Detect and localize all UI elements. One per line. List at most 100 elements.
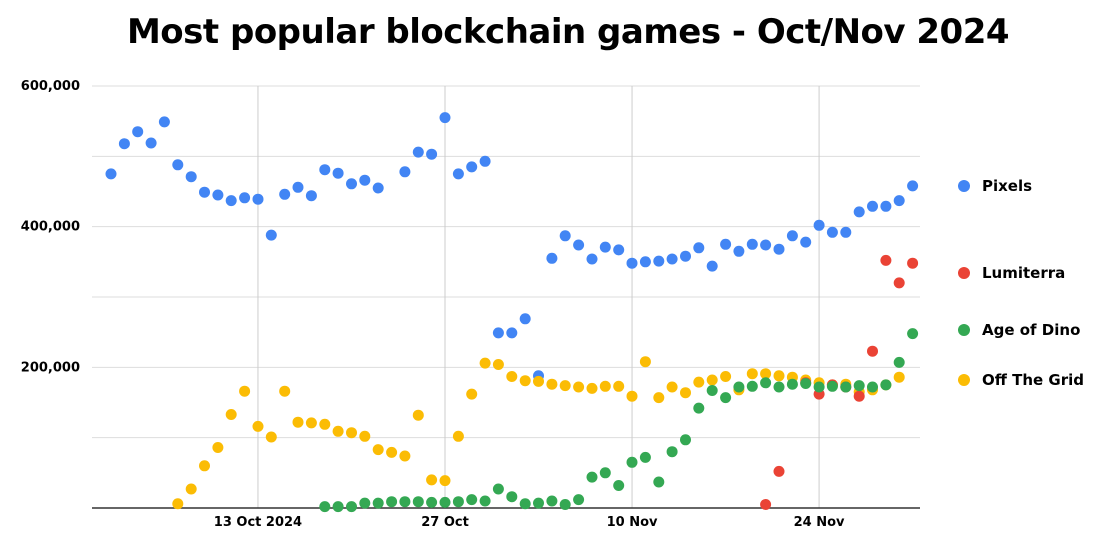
legend-item-lumiterra[interactable]: Lumiterra xyxy=(958,264,1065,282)
data-point-age-of-dino xyxy=(746,380,758,392)
data-point-off-the-grid xyxy=(279,385,291,397)
data-point-pixels xyxy=(786,230,798,242)
data-point-lumiterra xyxy=(760,499,772,510)
data-point-pixels xyxy=(800,236,812,248)
data-point-off-the-grid xyxy=(706,374,718,386)
data-point-off-the-grid xyxy=(693,376,705,388)
data-point-age-of-dino xyxy=(599,467,611,479)
data-point-pixels xyxy=(666,253,678,265)
data-point-pixels xyxy=(426,148,438,160)
legend-item-off-the-grid[interactable]: Off The Grid xyxy=(958,371,1084,389)
legend-label: Age of Dino xyxy=(982,321,1080,339)
data-point-off-the-grid xyxy=(546,378,558,390)
data-point-age-of-dino xyxy=(760,377,772,389)
data-point-off-the-grid xyxy=(760,368,772,380)
data-point-age-of-dino xyxy=(346,501,357,513)
data-point-age-of-dino xyxy=(666,446,678,458)
data-point-pixels xyxy=(706,260,718,272)
x-tick-label: 27 Oct xyxy=(421,515,469,530)
data-point-off-the-grid xyxy=(426,474,438,486)
data-point-pixels xyxy=(586,253,598,265)
data-point-off-the-grid xyxy=(639,356,651,368)
data-point-off-the-grid xyxy=(452,430,464,442)
data-point-age-of-dino xyxy=(826,380,838,392)
data-point-off-the-grid xyxy=(599,380,611,392)
data-point-pixels xyxy=(372,182,384,194)
data-point-off-the-grid xyxy=(225,409,237,420)
data-point-pixels xyxy=(519,313,531,325)
data-point-age-of-dino xyxy=(319,501,331,513)
y-tick-label: 600,000 xyxy=(21,79,80,94)
data-point-off-the-grid xyxy=(492,359,504,370)
data-point-age-of-dino xyxy=(613,480,625,491)
legend-dot-icon xyxy=(958,324,970,336)
legend-dot-icon xyxy=(958,180,970,192)
data-point-age-of-dino xyxy=(372,497,384,509)
data-point-off-the-grid xyxy=(613,380,625,392)
data-point-pixels xyxy=(185,171,197,183)
data-point-age-of-dino xyxy=(533,497,544,509)
data-point-pixels xyxy=(867,200,878,212)
data-point-pixels xyxy=(252,193,264,205)
data-point-pixels xyxy=(118,138,130,150)
data-point-pixels xyxy=(305,190,317,202)
data-point-off-the-grid xyxy=(893,371,905,383)
data-point-pixels xyxy=(346,178,357,190)
data-point-age-of-dino xyxy=(786,378,798,390)
data-point-age-of-dino xyxy=(907,328,919,340)
data-point-pixels xyxy=(145,137,157,149)
data-point-off-the-grid xyxy=(466,388,478,400)
data-point-off-the-grid xyxy=(626,390,638,402)
data-point-off-the-grid xyxy=(185,483,197,495)
data-point-off-the-grid xyxy=(666,381,678,393)
data-point-age-of-dino xyxy=(639,451,651,463)
legend-item-pixels[interactable]: Pixels xyxy=(958,177,1032,195)
data-point-pixels xyxy=(893,195,905,207)
y-axis-ticks: 600,000 400,000 200,000 xyxy=(21,79,80,375)
chart-title: Most popular blockchain games - Oct/Nov … xyxy=(126,12,1010,52)
data-point-age-of-dino xyxy=(773,381,785,393)
data-point-pixels xyxy=(840,226,852,238)
data-point-pixels xyxy=(907,180,919,192)
data-point-pixels xyxy=(132,126,144,138)
data-point-age-of-dino xyxy=(893,356,905,368)
data-point-pixels xyxy=(653,255,665,267)
data-point-off-the-grid xyxy=(479,357,491,369)
data-point-off-the-grid xyxy=(252,420,264,432)
data-point-off-the-grid xyxy=(653,392,665,404)
x-tick-label: 24 Nov xyxy=(794,515,845,530)
data-point-off-the-grid xyxy=(359,430,371,442)
data-point-pixels xyxy=(720,238,732,250)
legend-item-age-of-dino[interactable]: Age of Dino xyxy=(958,321,1080,339)
y-tick-label: 400,000 xyxy=(21,220,80,235)
data-point-off-the-grid xyxy=(212,442,224,453)
data-point-pixels xyxy=(626,257,638,269)
data-point-pixels xyxy=(506,327,518,339)
data-point-off-the-grid xyxy=(773,370,785,382)
data-point-age-of-dino xyxy=(332,501,344,513)
data-point-pixels xyxy=(399,166,411,178)
data-point-lumiterra xyxy=(867,345,878,357)
data-point-age-of-dino xyxy=(693,402,705,414)
data-point-pixels xyxy=(225,195,237,207)
data-point-lumiterra xyxy=(907,257,919,269)
data-point-off-the-grid xyxy=(292,416,304,428)
data-point-off-the-grid xyxy=(506,371,518,382)
legend: Pixels Lumiterra Age of Dino Off The Grid xyxy=(958,177,1084,389)
data-point-pixels xyxy=(466,161,478,173)
legend-label: Off The Grid xyxy=(982,371,1084,389)
data-point-off-the-grid xyxy=(533,375,544,387)
data-point-age-of-dino xyxy=(492,483,504,495)
data-point-age-of-dino xyxy=(680,434,691,446)
data-point-age-of-dino xyxy=(733,381,745,393)
data-point-pixels xyxy=(773,243,785,255)
data-point-off-the-grid xyxy=(239,385,251,397)
data-point-pixels xyxy=(613,244,625,256)
data-point-off-the-grid xyxy=(439,475,451,487)
data-point-age-of-dino xyxy=(586,471,598,483)
data-point-age-of-dino xyxy=(653,476,665,488)
legend-dot-icon xyxy=(958,267,970,279)
data-point-pixels xyxy=(172,159,184,171)
data-point-age-of-dino xyxy=(399,496,411,508)
